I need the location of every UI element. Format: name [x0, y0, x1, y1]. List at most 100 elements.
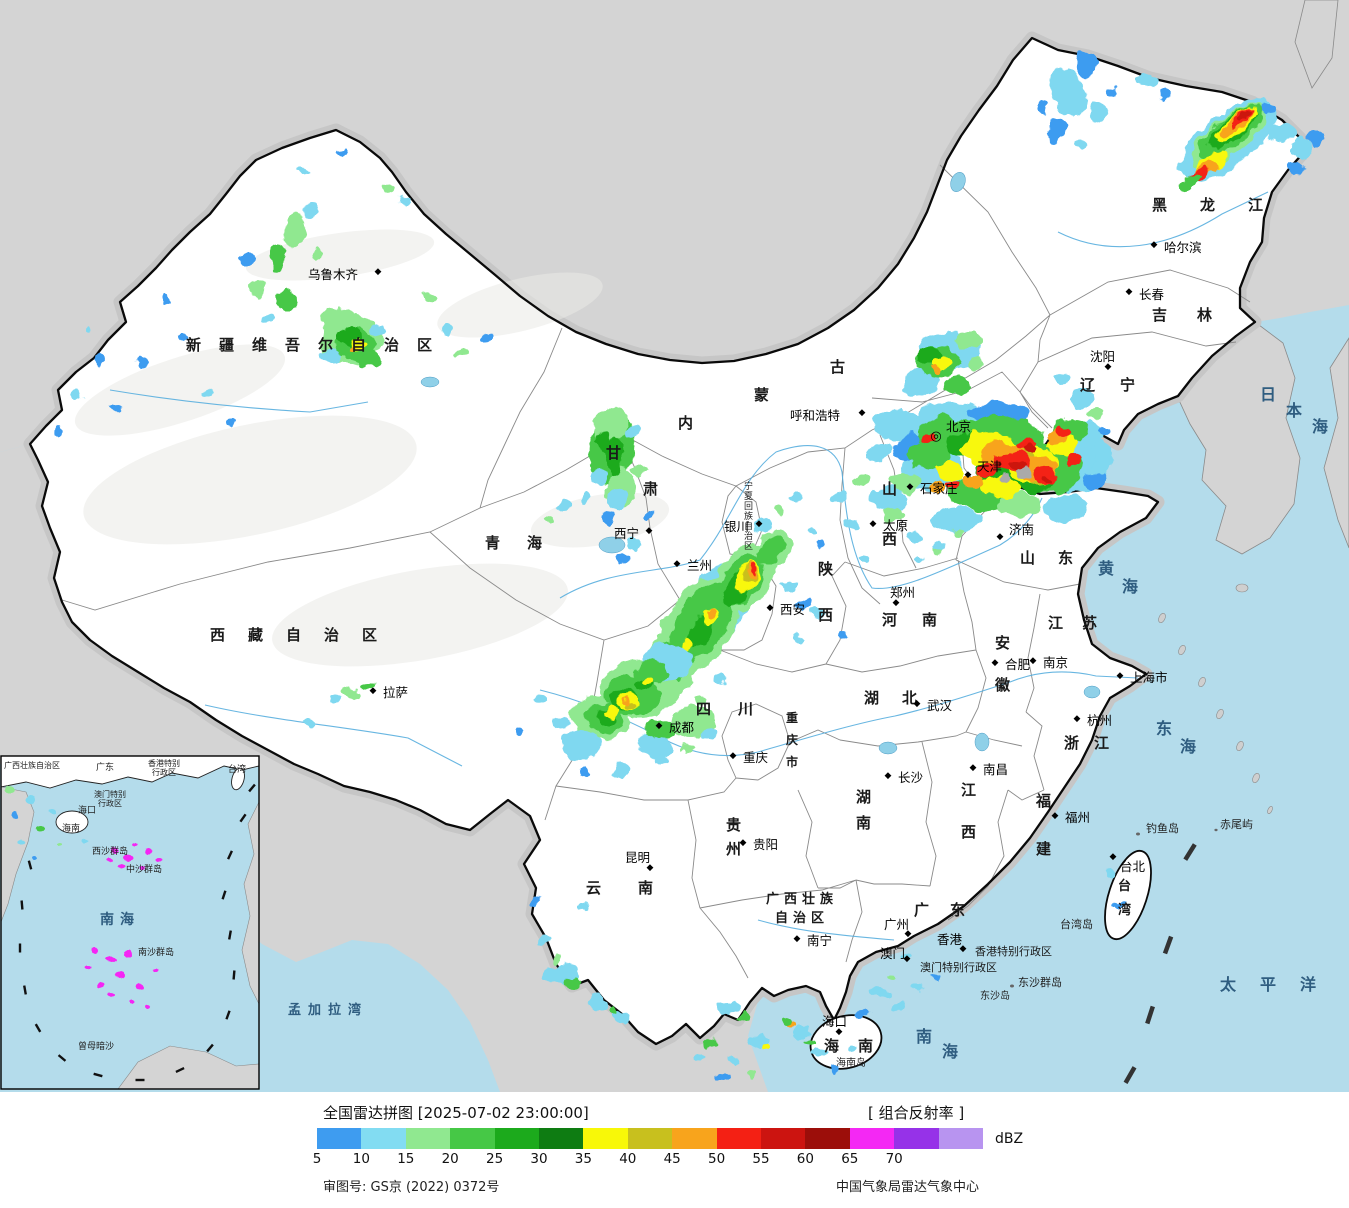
map-approval-number: 审图号: GS京 (2022) 0372号: [323, 1180, 500, 1195]
sea-label: 孟: [288, 1003, 301, 1018]
radar-echo: [1047, 116, 1065, 140]
province-label: 新: [186, 336, 201, 354]
legend-product-name: [ 组合反射率 ]: [868, 1104, 965, 1122]
radar-echo: [320, 348, 340, 362]
radar-echo: [908, 440, 952, 470]
radar-echo: [278, 292, 298, 308]
legend-unit: dBZ: [995, 1131, 1024, 1147]
city-label: 哈尔滨: [1164, 240, 1202, 255]
island-label: 东沙群岛: [1018, 975, 1062, 989]
radar-echo: [808, 1039, 816, 1045]
island-label: 台湾岛: [1060, 917, 1093, 931]
radar-echo: [946, 481, 958, 491]
province-label: 江: [1048, 614, 1063, 632]
legend-color-cell: [938, 1128, 984, 1149]
radar-echo: [702, 729, 718, 741]
inset-label: 中沙群岛: [126, 863, 162, 875]
city-marker: ◆: [1105, 362, 1112, 372]
radar-echo: [617, 556, 627, 564]
sakhalin: [1294, 0, 1339, 89]
radar-echo: [135, 356, 149, 368]
city-marker: ◆: [904, 954, 911, 964]
radar-echo: [830, 492, 846, 504]
city-label: 香港: [937, 932, 963, 947]
radar-map: 黑龙江吉 林辽 宁内蒙古新疆维吾尔自治区西藏自治区青 海甘肃 宁夏回族自治区陕西山西山东…: [0, 0, 1349, 1092]
inset-label: 台湾: [228, 763, 246, 775]
radar-echo: [1289, 162, 1303, 174]
province-label: 治: [793, 910, 806, 926]
inset-label: 行政区: [152, 767, 176, 777]
radar-echo: [176, 333, 188, 343]
legend-color-cell: [672, 1128, 717, 1149]
radar-echo: [563, 976, 581, 988]
province-label: 云: [586, 879, 601, 897]
province-label: 贵: [726, 816, 741, 834]
province-label: 甘: [606, 444, 621, 462]
radar-echo: [729, 1056, 741, 1064]
radar-echo: [806, 528, 818, 536]
radar-echo: [483, 334, 493, 342]
city-marker: ◆: [1052, 811, 1059, 821]
city-label: 长沙: [898, 770, 924, 785]
radar-echo: [682, 744, 694, 752]
radar-echo: [227, 420, 237, 428]
legend-color-cell: [361, 1128, 406, 1149]
radar-echo: [249, 277, 267, 299]
legend-title: 全国雷达拼图 [2025-07-02 23:00:00]: [323, 1104, 589, 1122]
radar-echo: [6, 787, 14, 793]
radar-echo: [793, 1025, 811, 1039]
radar-echo: [633, 464, 647, 476]
inset-china-coast: [0, 755, 260, 789]
radar-echo: [646, 720, 674, 740]
radar-echo: [998, 493, 1042, 517]
radar-echo: [115, 972, 125, 978]
nine-dash-line-main: [1123, 843, 1197, 1084]
radar-echo: [18, 839, 26, 845]
province-label: 浙: [1064, 734, 1079, 752]
radar-echo: [1099, 425, 1111, 435]
radar-echo: [537, 937, 551, 947]
city-marker: ◆: [1074, 714, 1081, 724]
province-label: 治: [384, 336, 399, 354]
radar-echo: [609, 1006, 619, 1014]
city-marker: ◆: [1030, 656, 1037, 666]
province-label: 肃: [643, 480, 658, 498]
radar-echo: [73, 389, 83, 401]
radar-echo: [885, 975, 895, 981]
city-label: 上海市: [1130, 670, 1168, 685]
radar-echo: [82, 838, 88, 842]
legend-ticks: 5 10 15 20 25 30 35 40 45 50 55 60 65 70: [313, 1151, 1007, 1169]
radar-echo: [830, 1064, 840, 1072]
radar-echo: [25, 796, 35, 804]
inset-label: 西沙群岛: [92, 845, 128, 857]
sea-label: 海: [1122, 577, 1138, 596]
radar-echo: [890, 472, 920, 492]
radar-echo: [898, 954, 912, 962]
province-label: 湖: [856, 788, 871, 806]
radar-echo: [1083, 470, 1107, 490]
inset-label: 海南: [62, 822, 80, 834]
radar-echo: [136, 985, 144, 991]
province-label: 区: [362, 626, 377, 644]
legend-tick: 65: [841, 1151, 859, 1167]
province-label: 庆: [785, 732, 798, 747]
radar-echo: [382, 182, 398, 194]
radar-echo: [108, 993, 116, 997]
radar-echo: [105, 858, 111, 862]
province-label: 州: [725, 840, 741, 858]
radar-echo: [152, 968, 158, 972]
radar-echo: [338, 148, 346, 156]
city-marker: ◆: [647, 863, 654, 873]
radar-echo: [788, 493, 802, 503]
radar-echo: [745, 1071, 755, 1079]
city-marker: ◆: [370, 686, 377, 696]
city-label: 银川: [724, 519, 749, 534]
city-label: 呼和浩特: [790, 408, 840, 423]
lakes: [420, 172, 1101, 755]
city-marker: ◆: [656, 721, 663, 731]
legend-color-cell: [849, 1128, 895, 1149]
radar-echo: [953, 528, 963, 536]
radar-echo: [602, 512, 614, 524]
province-label: 湖: [864, 689, 879, 707]
city-label: 杭州: [1087, 713, 1112, 728]
